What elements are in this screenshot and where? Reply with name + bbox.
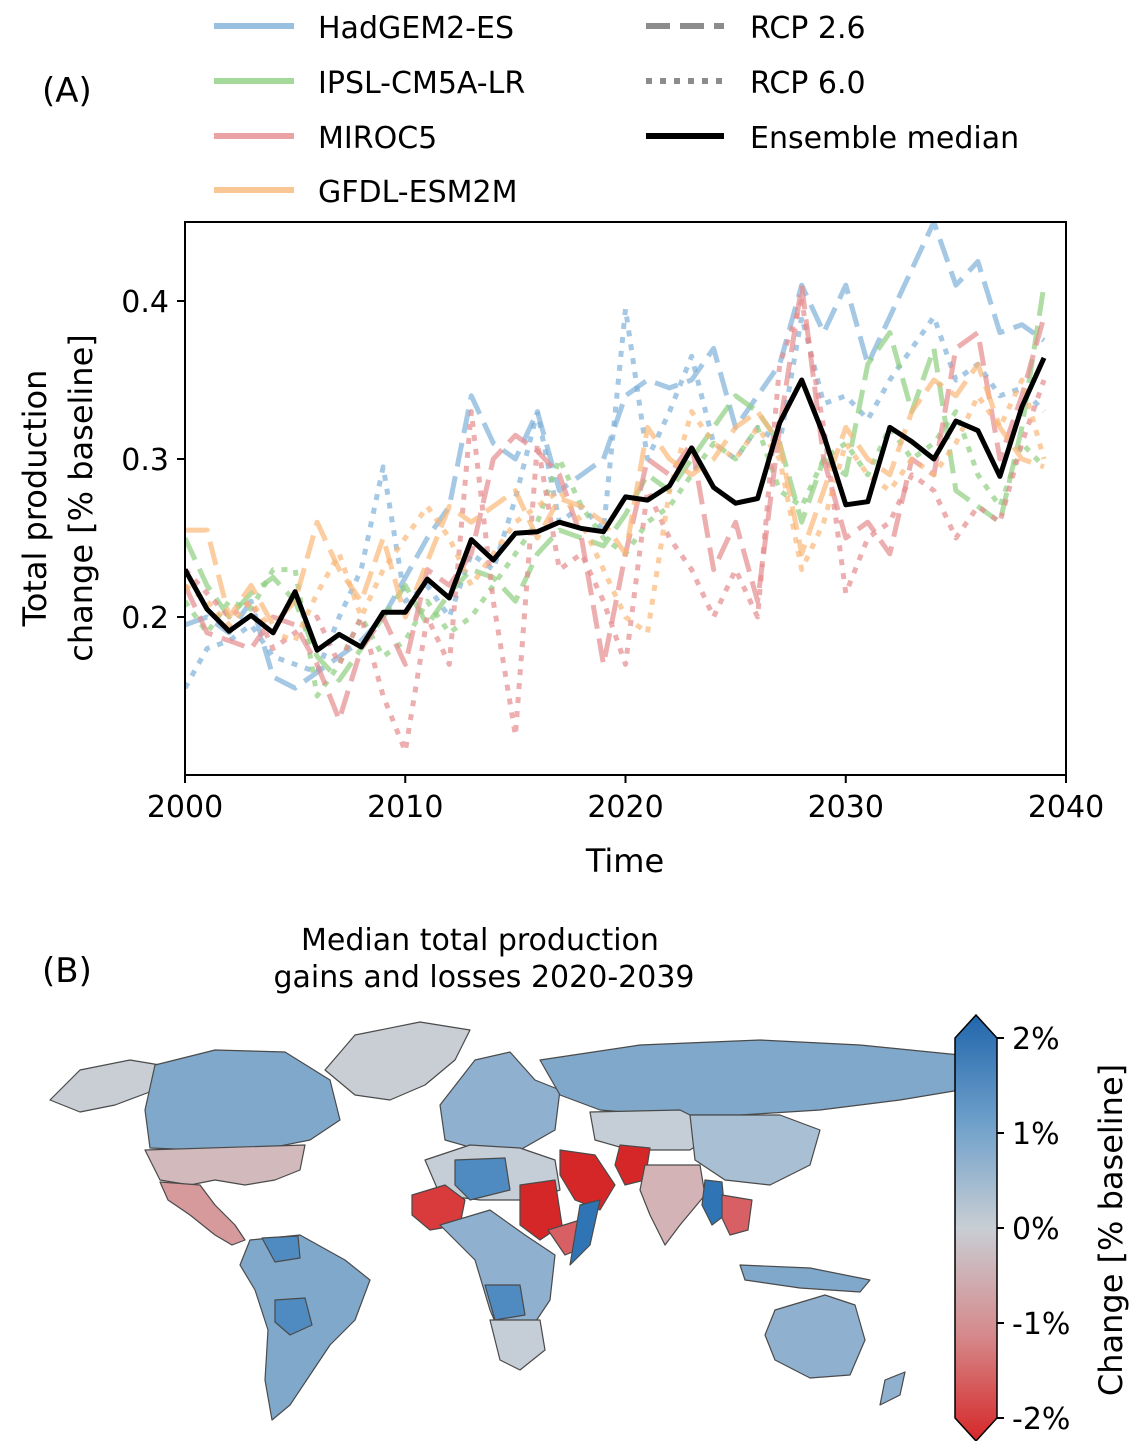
- map-region-russia: [539, 1039, 991, 1116]
- map-region-india: [639, 1164, 706, 1246]
- series-miroc5-rcp26: [185, 282, 1047, 723]
- series-hadgem2-es-rcp60: [185, 306, 1046, 690]
- map-region-mexico: [159, 1181, 246, 1246]
- legend-label-gfdl: GFDL-ESM2M: [318, 175, 517, 210]
- map-region-somalia: [569, 1199, 601, 1266]
- map-region-indonesia: [739, 1264, 871, 1293]
- line-chart: 2000 2010 2020 2030 2040 0.2 0.3 0.4 Time Total…: [16, 221, 1104, 880]
- x-tick-label: 2010: [367, 790, 443, 825]
- y-tick-label: 0.2: [121, 601, 169, 636]
- world-map: [49, 1021, 991, 1421]
- y-tick-label: 0.3: [121, 443, 169, 478]
- colorbar-gradient: [954, 1013, 998, 1441]
- series-hadgem2-es-rcp26: [185, 222, 1046, 691]
- legend-label-miroc5: MIROC5: [318, 121, 437, 156]
- legend-label-ipsl: IPSL-CM5A-LR: [318, 66, 525, 101]
- legend-label-rcp60: RCP 6.0: [750, 66, 866, 101]
- map-region-southern-africa: [489, 1319, 546, 1371]
- y-axis-label-line2: change [% baseline]: [62, 334, 100, 662]
- colorbar-label: Change [% baseline]: [1092, 1064, 1130, 1396]
- legend-label-rcp26: RCP 2.6: [750, 11, 866, 46]
- x-tick-label: 2040: [1028, 790, 1104, 825]
- map-region-usa: [144, 1144, 306, 1186]
- series-ipsl-cm5a-lr-rcp26: [185, 284, 1047, 683]
- legend-label-median: Ensemble median: [750, 121, 1019, 156]
- series-gfdl-esm2m-rcp26: [185, 361, 1045, 628]
- map-region-myanmar: [701, 1179, 726, 1226]
- x-axis-label: Time: [585, 842, 664, 880]
- x-tick-label: 2000: [147, 790, 223, 825]
- map-region-pakistan: [614, 1144, 651, 1186]
- colorbar: 2% 1% 0% -1% -2% Change [% baseline]: [954, 1013, 1130, 1441]
- y-axis-label-line1: Total production: [16, 370, 54, 628]
- x-tick-label: 2020: [587, 790, 663, 825]
- map-region-alaska: [49, 1059, 161, 1113]
- map-region-angola: [484, 1284, 526, 1321]
- series-ipsl-cm5a-lr-rcp60: [185, 409, 1046, 699]
- map-region-china: [689, 1114, 821, 1186]
- map-region-bolivia: [274, 1297, 313, 1336]
- x-tick-label: 2030: [808, 790, 884, 825]
- map-region-thailand: [721, 1194, 753, 1236]
- series-gfdl-esm2m-rcp60: [185, 377, 1047, 644]
- map-region-niger: [454, 1157, 511, 1201]
- map-region-greenland: [324, 1021, 471, 1101]
- colorbar-tick-label: -2%: [1012, 1402, 1070, 1437]
- colorbar-tick-label: 0%: [1012, 1212, 1060, 1247]
- colorbar-tick-label: -1%: [1012, 1307, 1070, 1342]
- map-region-canada: [144, 1049, 341, 1151]
- map-title-line2: gains and losses 2020-2039: [273, 960, 694, 995]
- legend: HadGEM2-ES IPSL-CM5A-LR MIROC5 GFDL-ESM2…: [214, 11, 1019, 210]
- map-region-new-zealand: [879, 1371, 906, 1406]
- y-tick-label: 0.4: [121, 285, 169, 320]
- legend-label-hadgem2: HadGEM2-ES: [318, 11, 514, 46]
- map-title-line1: Median total production: [301, 923, 659, 958]
- map-region-venezuela: [261, 1235, 301, 1263]
- map-region-central-africa: [439, 1209, 556, 1346]
- colorbar-tick-label: 2%: [1012, 1022, 1060, 1057]
- map-region-central-asia: [589, 1109, 721, 1151]
- series-ensemble-median: [185, 356, 1047, 653]
- colorbar-tick-label: 1%: [1012, 1117, 1060, 1152]
- panel-b-label: (B): [42, 951, 92, 991]
- map-region-arabia: [559, 1149, 616, 1211]
- panel-a-label: (A): [42, 71, 92, 111]
- map-region-australia: [764, 1294, 866, 1379]
- map-region-europe: [439, 1051, 561, 1151]
